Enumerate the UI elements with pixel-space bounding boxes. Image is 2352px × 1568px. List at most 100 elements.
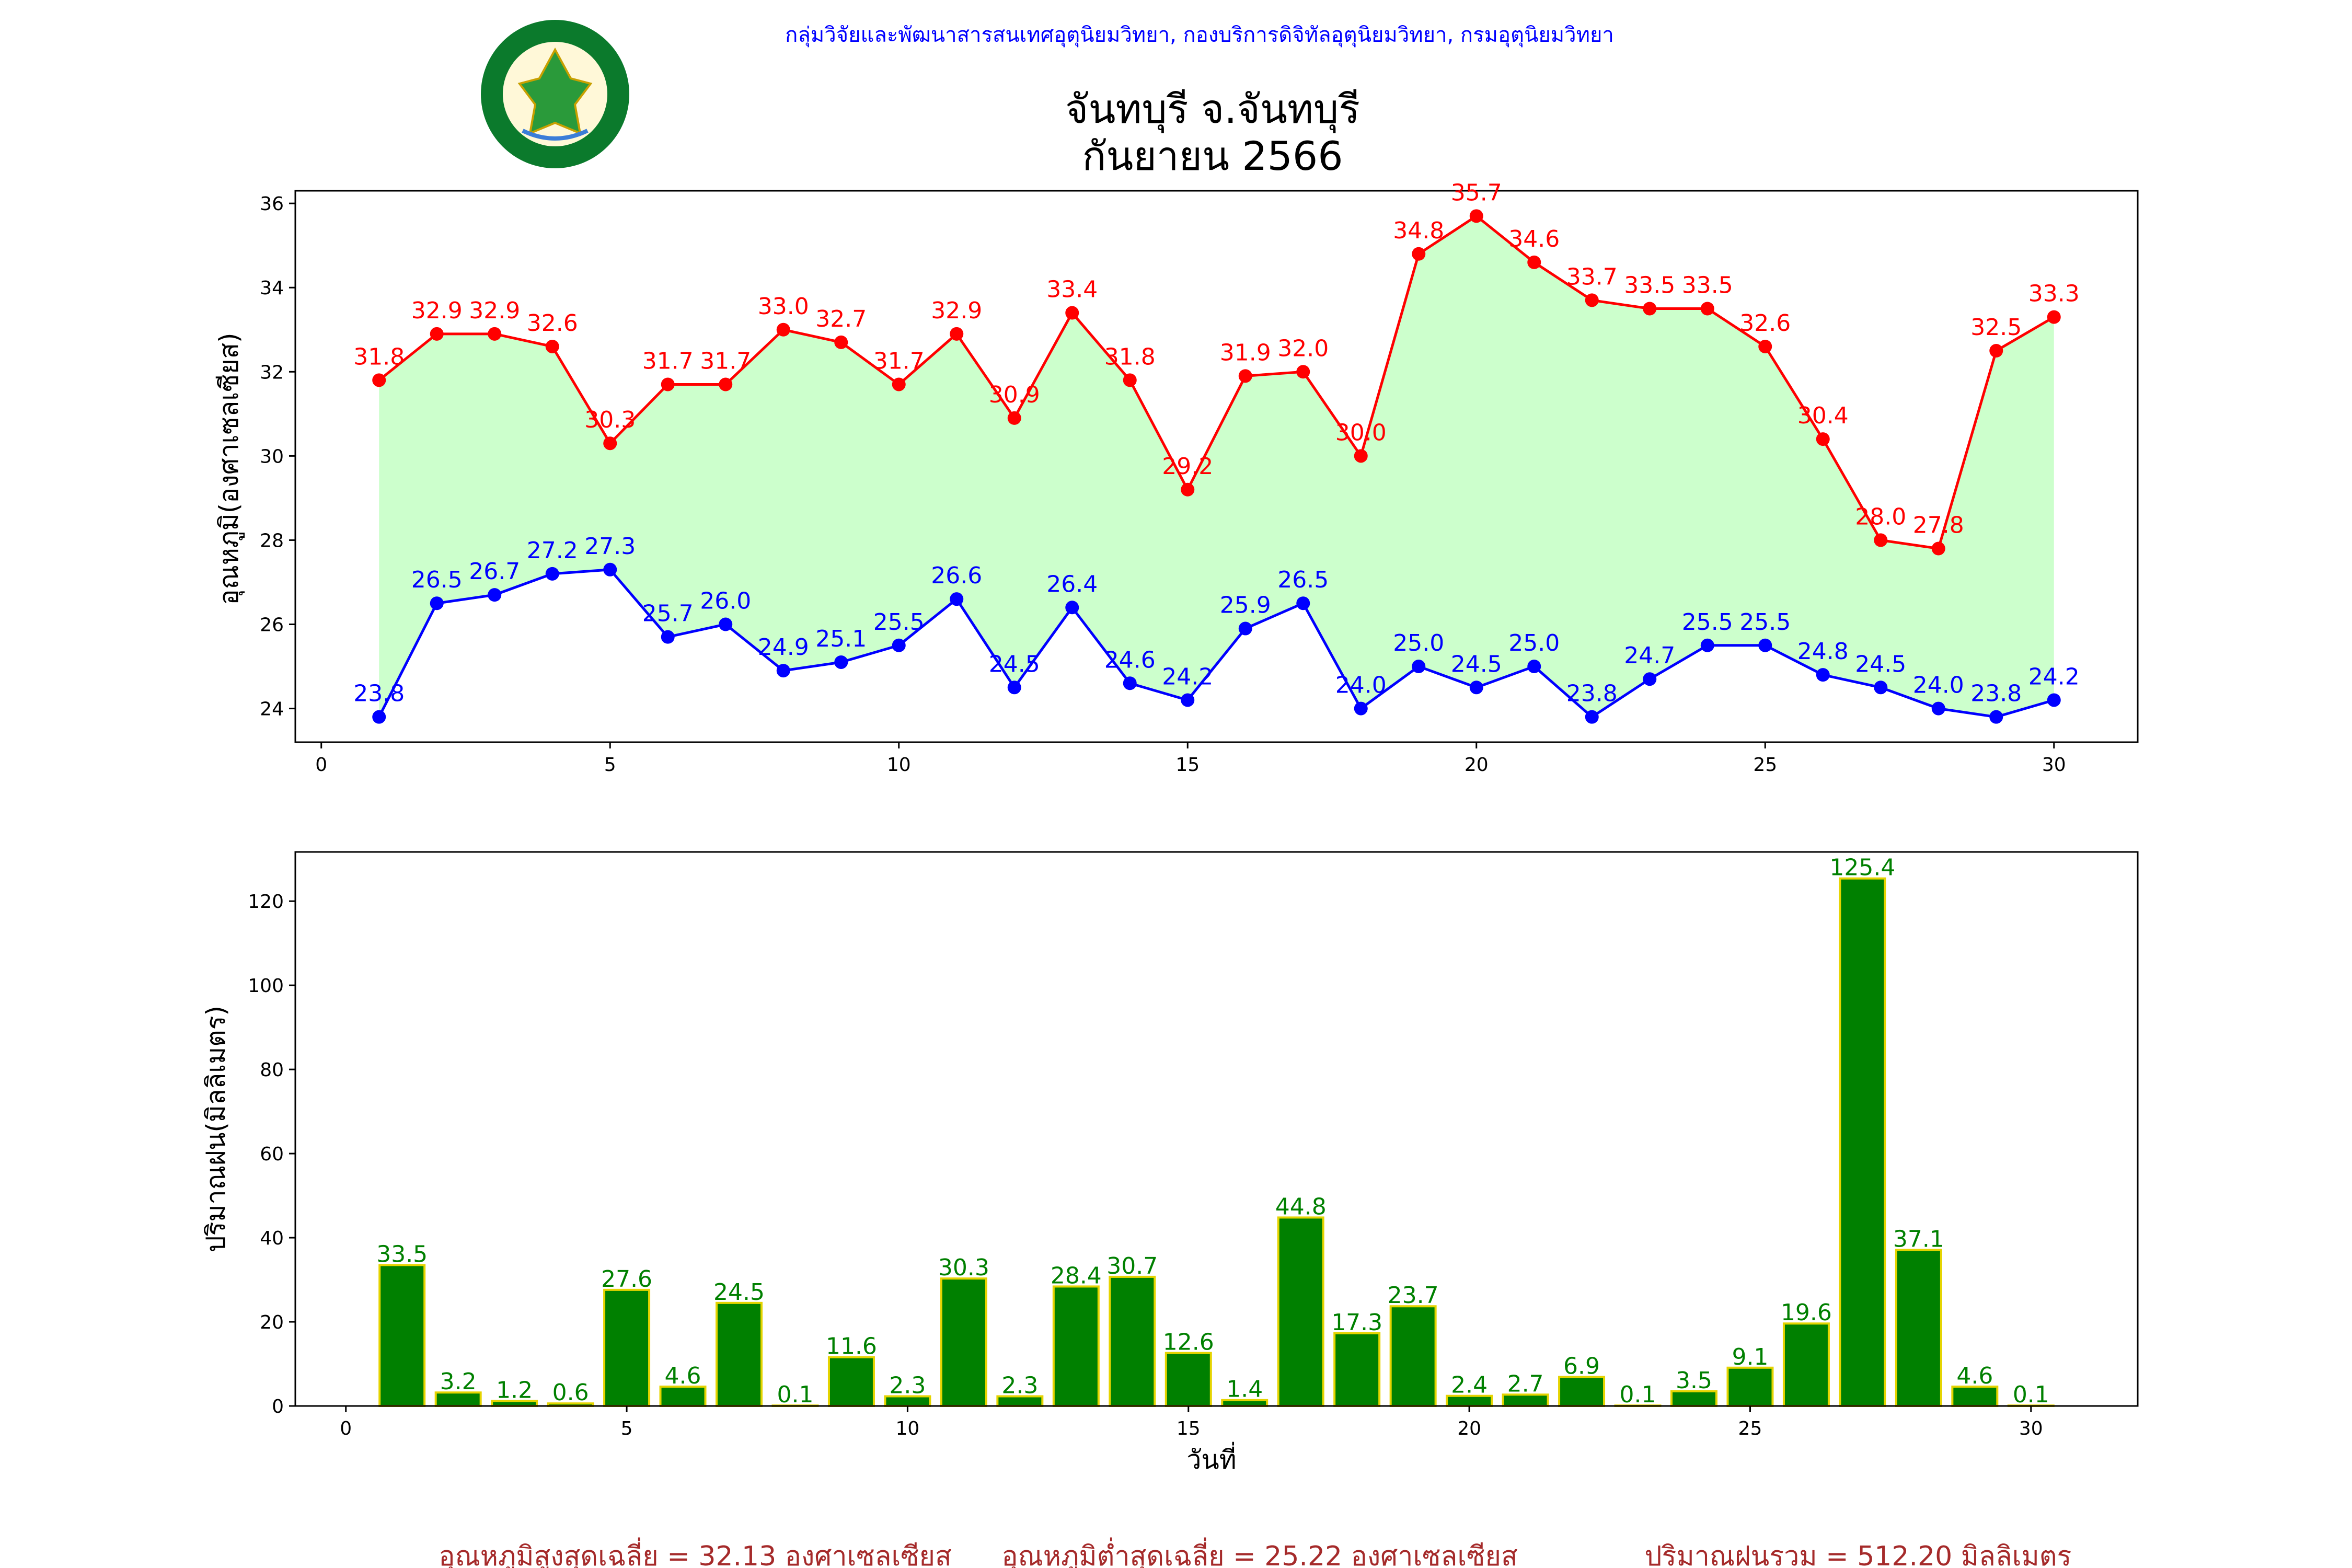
temperature-min-point (1816, 668, 1830, 682)
temperature-max-data-label: 30.0 (1335, 419, 1387, 446)
temperature-min-data-label: 24.5 (1451, 651, 1502, 677)
temperature-y-tick-label: 24 (260, 699, 284, 720)
temperature-min-data-label: 26.0 (700, 588, 751, 615)
temperature-max-data-label: 27.8 (1913, 512, 1964, 539)
rainfall-data-label: 2.4 (1451, 1372, 1488, 1399)
temperature-min-data-label: 26.7 (469, 558, 520, 585)
temperature-min-data-label: 23.8 (1970, 681, 2022, 707)
temperature-min-data-label: 25.0 (1393, 630, 1444, 656)
temperature-max-point (776, 322, 790, 337)
temperature-min-point (1874, 681, 1888, 695)
temperature-min-data-label: 25.5 (873, 609, 925, 636)
temperature-min-point (2047, 693, 2061, 707)
rainfall-data-label: 12.6 (1163, 1329, 1214, 1356)
temperature-min-point (1989, 710, 2003, 724)
temperature-min-data-label: 26.5 (411, 567, 463, 593)
temperature-min-point (1007, 681, 1021, 695)
temperature-min-data-label: 25.5 (1682, 609, 1733, 636)
rainfall-bar (1782, 1322, 1830, 1408)
temperature-min-point (1931, 701, 1945, 716)
temperature-min-data-label: 27.2 (527, 537, 578, 564)
temperature-max-point (1238, 369, 1252, 383)
rainfall-bar (1109, 1275, 1156, 1408)
temperature-min-point (834, 655, 848, 669)
temperature-x-tick-label: 5 (604, 754, 616, 776)
rainfall-bar (659, 1385, 707, 1408)
temperature-max-data-label: 31.8 (1104, 343, 1156, 370)
temperature-min-point (1354, 701, 1368, 716)
rainfall-y-axis-label: ปริมาณฝน(มิลลิเมตร) (201, 1006, 231, 1252)
rainfall-bar (378, 1264, 426, 1407)
temperature-max-data-label: 33.7 (1566, 263, 1618, 290)
chart-title-line2: กันยายน 2566 (1082, 133, 1343, 179)
temperature-max-point (2047, 310, 2061, 324)
rainfall-data-label: 19.6 (1781, 1299, 1832, 1326)
rainfall-data-label: 3.5 (1676, 1367, 1712, 1394)
rainfall-data-label: 23.7 (1388, 1282, 1439, 1309)
temperature-max-point (950, 327, 964, 341)
rainfall-data-label: 4.6 (1956, 1363, 1993, 1389)
summary-min-avg: อุณหภูมิต่ำสุดเฉลี่ย = 25.22 องศาเซลเซีย… (1001, 1537, 1517, 1568)
temperature-min-data-label: 25.1 (815, 626, 867, 652)
rainfall-data-label: 28.4 (1051, 1262, 1102, 1289)
temperature-x-tick-label: 15 (1175, 754, 1200, 776)
rainfall-y-tick-label: 60 (260, 1144, 284, 1165)
temperature-min-data-label: 24.2 (1162, 663, 1213, 690)
summary-max-avg: อุณหภูมิสูงสุดเฉลี่ย = 32.13 องศาเซลเซีย… (439, 1537, 952, 1568)
temperature-max-data-label: 32.7 (815, 306, 867, 332)
temperature-min-data-label: 25.7 (642, 601, 694, 627)
temperature-range-fill (379, 216, 2054, 717)
temperature-max-data-label: 32.9 (931, 297, 982, 324)
rainfall-data-label: 30.7 (1106, 1253, 1158, 1279)
temperature-max-data-label: 32.5 (1970, 314, 2022, 341)
temperature-min-data-label: 26.4 (1046, 571, 1098, 597)
temperature-min-data-label: 25.9 (1220, 592, 1271, 619)
temperature-min-line (377, 568, 2055, 719)
temperature-max-point (1758, 339, 1772, 353)
temperature-max-point (719, 377, 733, 391)
temperature-min-data-label: 24.2 (2028, 663, 2080, 690)
rainfall-data-label: 37.1 (1893, 1226, 1944, 1252)
temperature-max-data-label: 32.9 (411, 297, 463, 324)
temperature-x-tick-label: 25 (1753, 754, 1777, 776)
temperature-x-tick-label: 10 (887, 754, 911, 776)
temperature-min-point (1065, 601, 1079, 615)
temperature-min-point (603, 562, 617, 577)
temperature-min-data-label: 24.8 (1797, 638, 1849, 665)
rainfall-data-label: 0.6 (552, 1379, 589, 1406)
rainfall-data-label: 24.5 (713, 1279, 765, 1306)
temperature-max-data-label: 33.0 (758, 293, 809, 320)
temperature-max-data-label: 31.8 (353, 343, 405, 370)
temperature-min-data-label: 25.0 (1508, 630, 1560, 656)
rainfall-bar (1052, 1285, 1100, 1408)
temperature-x-tick-label: 20 (1465, 754, 1489, 776)
rainfall-bar (1558, 1376, 1606, 1407)
temperature-min-point (719, 617, 733, 631)
temperature-min-data-label: 24.6 (1104, 647, 1156, 673)
temperature-min-point (1296, 596, 1310, 610)
temperature-min-data-label: 24.5 (1855, 651, 1906, 677)
temperature-min-point (1238, 621, 1252, 636)
temperature-max-data-label: 30.9 (989, 382, 1040, 408)
rainfall-bar (940, 1277, 987, 1407)
rainfall-x-tick-label: 30 (2019, 1418, 2043, 1439)
temperature-max-point (1527, 255, 1541, 269)
temperature-max-data-label: 33.3 (2028, 281, 2080, 307)
temperature-max-point (1123, 373, 1137, 387)
rainfall-data-label: 1.2 (496, 1377, 533, 1403)
temperature-min-point (1527, 660, 1541, 674)
rainfall-bar (1333, 1332, 1381, 1407)
temperature-min-point (372, 710, 386, 724)
temperature-min-point (776, 664, 790, 678)
rainfall-x-tick-label: 25 (1738, 1418, 1762, 1439)
temperature-max-point (834, 335, 848, 349)
temperature-max-data-label: 33.5 (1682, 272, 1733, 298)
temperature-max-point (1700, 302, 1714, 316)
temperature-plot-frame (294, 190, 2139, 743)
rainfall-x-tick-label: 15 (1177, 1418, 1201, 1439)
temperature-min-data-label: 27.3 (584, 533, 636, 560)
rainfall-data-label: 2.3 (1001, 1372, 1038, 1399)
temperature-max-data-label: 34.6 (1508, 226, 1560, 252)
temperature-min-data-label: 24.0 (1335, 672, 1387, 699)
